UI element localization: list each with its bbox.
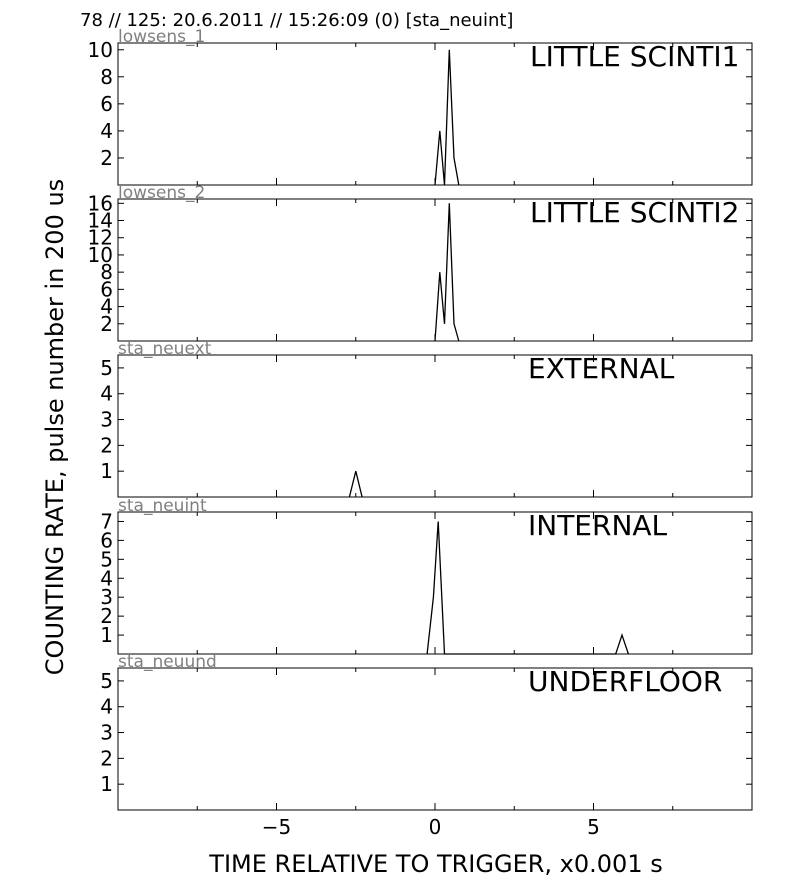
- y-tick-label: 16: [88, 191, 113, 215]
- chart-header: 78 // 125: 20.6.2011 // 15:26:09 (0) [st…: [80, 10, 513, 31]
- x-tick-label: 0: [429, 815, 442, 839]
- y-tick-label: 6: [100, 277, 113, 301]
- x-axis-label: TIME RELATIVE TO TRIGGER, x0.001 s: [208, 850, 662, 878]
- y-tick-label: 6: [100, 528, 113, 552]
- y-tick-label: 5: [100, 547, 113, 571]
- y-tick-label: 3: [100, 721, 113, 745]
- y-tick-label: 2: [100, 312, 113, 336]
- y-tick-label: 2: [100, 604, 113, 628]
- y-tick-label: 10: [88, 243, 113, 267]
- y-tick-label: 7: [100, 509, 113, 533]
- y-tick-label: 4: [100, 295, 113, 319]
- panel-id-label: sta_neuext: [118, 339, 212, 359]
- panel-lowsens-1: 2 4 6 8 10 LITTLE SCINTI1 lowsens_1: [88, 27, 753, 186]
- series-line: [434, 203, 460, 342]
- panel-title: EXTERNAL: [528, 352, 675, 385]
- series-line: [348, 471, 363, 498]
- panel-id-label: sta_neuund: [118, 652, 217, 672]
- y-tick-label: 5: [100, 669, 113, 693]
- panel-title: UNDERFLOOR: [528, 665, 722, 698]
- panel-title: LITTLE SCINTI1: [530, 40, 739, 73]
- y-tick-label: 10: [88, 38, 113, 62]
- y-tick-label: 8: [100, 65, 113, 89]
- panel-id-label: lowsens_1: [118, 27, 205, 47]
- y-tick-label: 2: [100, 433, 113, 457]
- y-tick-label: 4: [100, 119, 113, 143]
- panel-id-label: sta_neuint: [118, 496, 207, 516]
- y-tick-label: 3: [100, 585, 113, 609]
- y-tick-label: 4: [100, 566, 113, 590]
- y-tick-label: 1: [100, 772, 113, 796]
- y-tick-label: 3: [100, 408, 113, 432]
- y-tick-label: 1: [100, 459, 113, 483]
- y-tick-label: 2: [100, 746, 113, 770]
- y-tick-label: 5: [100, 356, 113, 380]
- y-tick-label: 4: [100, 382, 113, 406]
- y-tick-label: 14: [88, 209, 113, 233]
- panel-id-label: lowsens_2: [118, 183, 205, 203]
- series-line: [434, 49, 460, 186]
- y-tick-label: 12: [88, 226, 113, 250]
- panel-title: INTERNAL: [528, 509, 668, 542]
- series-line: [426, 521, 630, 655]
- x-tick-label: 5: [587, 815, 600, 839]
- y-tick-label: 6: [100, 92, 113, 116]
- y-tick-label: 2: [100, 146, 113, 170]
- x-tick-label: −5: [262, 815, 291, 839]
- y-tick-label: 1: [100, 623, 113, 647]
- y-tick-label: 8: [100, 260, 113, 284]
- panel-title: LITTLE SCINTI2: [530, 196, 739, 229]
- y-tick-label: 4: [100, 695, 113, 719]
- y-axis-label: COUNTING RATE, pulse number in 200 us: [41, 179, 69, 675]
